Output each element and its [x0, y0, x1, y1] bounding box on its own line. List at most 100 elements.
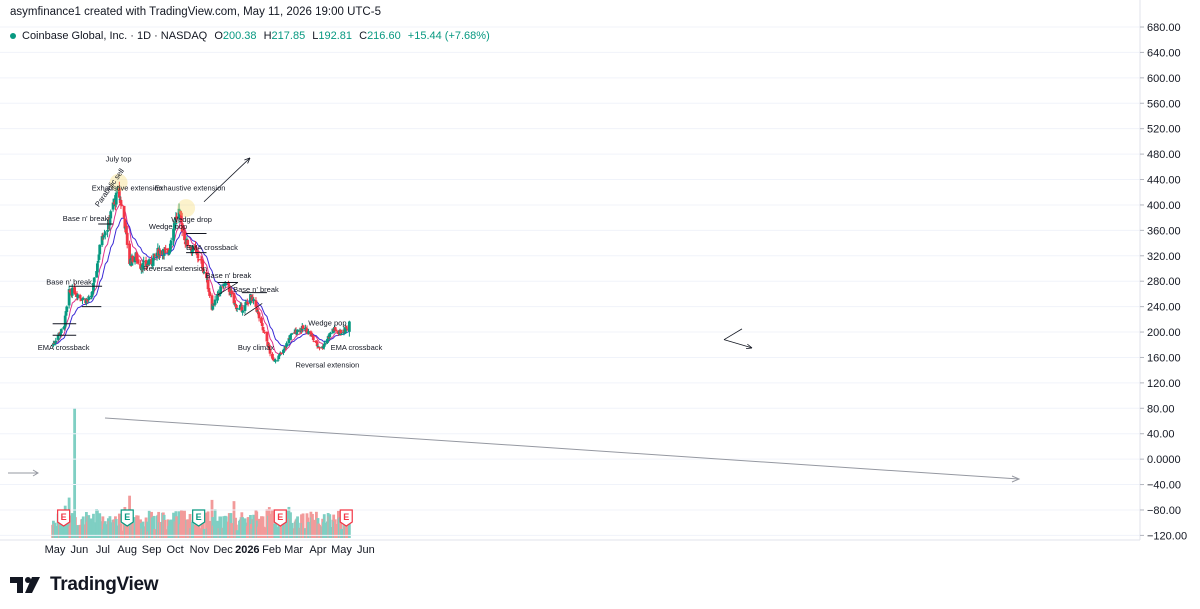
- high-value: 217.85: [271, 30, 306, 42]
- earnings-icon: [120, 509, 134, 527]
- candle-body: [199, 259, 203, 261]
- volume-bar: [54, 525, 58, 538]
- candle-body: [73, 287, 77, 294]
- price-tick-label: 680.00: [1147, 22, 1181, 34]
- volume-bar: [188, 514, 192, 538]
- candle-body: [164, 248, 168, 250]
- candle-body: [329, 333, 332, 335]
- earnings-marker[interactable]: E: [339, 509, 353, 527]
- earnings-marker[interactable]: E: [192, 509, 206, 527]
- time-tick-label: Sep: [142, 544, 162, 556]
- volume-bar: [252, 514, 256, 538]
- candle-body: [322, 346, 325, 348]
- volume-bar: [76, 525, 80, 538]
- candle-body: [70, 287, 74, 296]
- volume-bar: [169, 519, 173, 538]
- candle-body: [114, 192, 118, 205]
- candle-body: [141, 262, 145, 270]
- candle-body: [216, 294, 219, 301]
- volume-bar: [87, 515, 91, 538]
- time-tick-label: Jun: [70, 544, 88, 556]
- candle-body: [109, 211, 113, 219]
- candle-body: [219, 286, 223, 295]
- candle-body: [334, 329, 338, 332]
- time-tick-label: 2026: [235, 544, 259, 556]
- candle-body: [144, 260, 148, 267]
- chart-annotation: Reversal extension: [295, 361, 359, 370]
- candle-body: [304, 327, 308, 329]
- candle-body: [306, 333, 310, 335]
- buy-climax-arrow-head: [745, 343, 753, 350]
- candle-body: [282, 348, 286, 350]
- volume-bar: [347, 514, 351, 538]
- candle-body: [260, 323, 264, 327]
- candle-body: [344, 326, 348, 328]
- time-tick-label: Oct: [167, 544, 184, 556]
- buy-climax-line: [723, 328, 743, 341]
- candle-body: [312, 340, 316, 342]
- price-tick-label: 400.00: [1147, 200, 1181, 212]
- volume-left-arrow-head: [32, 469, 39, 477]
- low-value: 192.81: [318, 30, 353, 42]
- candle-body: [142, 261, 146, 263]
- price-tick-label: −80.00: [1147, 505, 1181, 517]
- change-value: +15.44 (+7.68%): [407, 30, 490, 42]
- candle-body: [323, 343, 327, 345]
- candle-body: [339, 329, 343, 334]
- price-tick-label: 0.0000: [1147, 454, 1181, 466]
- volume-bar: [219, 516, 223, 538]
- time-tick-label: Mar: [284, 544, 303, 556]
- chart-annotation: Base n' break: [46, 277, 92, 286]
- tradingview-brand[interactable]: TradingView: [10, 574, 159, 596]
- candle-body: [234, 303, 237, 305]
- chart-annotation: Base n' break: [63, 214, 109, 223]
- time-tick-label: May: [331, 544, 352, 556]
- candle-body: [112, 202, 116, 204]
- candle-body: [255, 307, 259, 312]
- open-value: 200.38: [222, 30, 257, 42]
- candle-body: [102, 235, 106, 238]
- ema-slow-line: [52, 217, 350, 347]
- volume-bar: [323, 522, 327, 538]
- volume-bar: [246, 517, 250, 538]
- candle-body: [80, 300, 84, 302]
- candle-body: [65, 306, 69, 312]
- candle-body: [147, 259, 151, 265]
- price-tick-label: 600.00: [1147, 73, 1181, 85]
- candle-body: [276, 359, 280, 361]
- candle-body: [52, 342, 56, 344]
- candle-body: [205, 278, 209, 280]
- volume-bar: [312, 519, 316, 538]
- candle-body: [190, 247, 193, 252]
- volume-bar: [205, 512, 208, 538]
- earnings-marker[interactable]: E: [120, 509, 134, 527]
- volume-bar: [70, 513, 74, 538]
- chart-annotation: Wedge pop: [149, 222, 187, 231]
- candle-body: [326, 336, 330, 340]
- earnings-marker[interactable]: E: [57, 509, 71, 527]
- candle-body: [278, 353, 282, 356]
- candle-body: [183, 241, 187, 245]
- volume-bar: [230, 523, 234, 538]
- chart-annotation: Buy climax: [238, 343, 275, 352]
- candle-body: [150, 258, 153, 265]
- chart-annotation: Wedge drop: [171, 215, 212, 224]
- volume-bar: [59, 518, 63, 538]
- candle-body: [119, 200, 123, 206]
- volume-bar: [136, 515, 140, 538]
- candle-body: [125, 225, 128, 234]
- candle-body: [172, 228, 175, 241]
- candle-body: [175, 216, 179, 219]
- candle-body: [289, 333, 293, 335]
- chart-annotation: EMA crossback: [186, 243, 238, 252]
- candle-body: [180, 223, 184, 232]
- volume-bar: [114, 519, 118, 538]
- earnings-marker[interactable]: E: [273, 509, 287, 527]
- volume-bar: [328, 514, 332, 538]
- volume-bar: [153, 529, 157, 538]
- candle-body: [271, 353, 274, 359]
- candle-body: [133, 256, 137, 263]
- candle-body: [234, 304, 238, 310]
- candle-body: [296, 329, 299, 333]
